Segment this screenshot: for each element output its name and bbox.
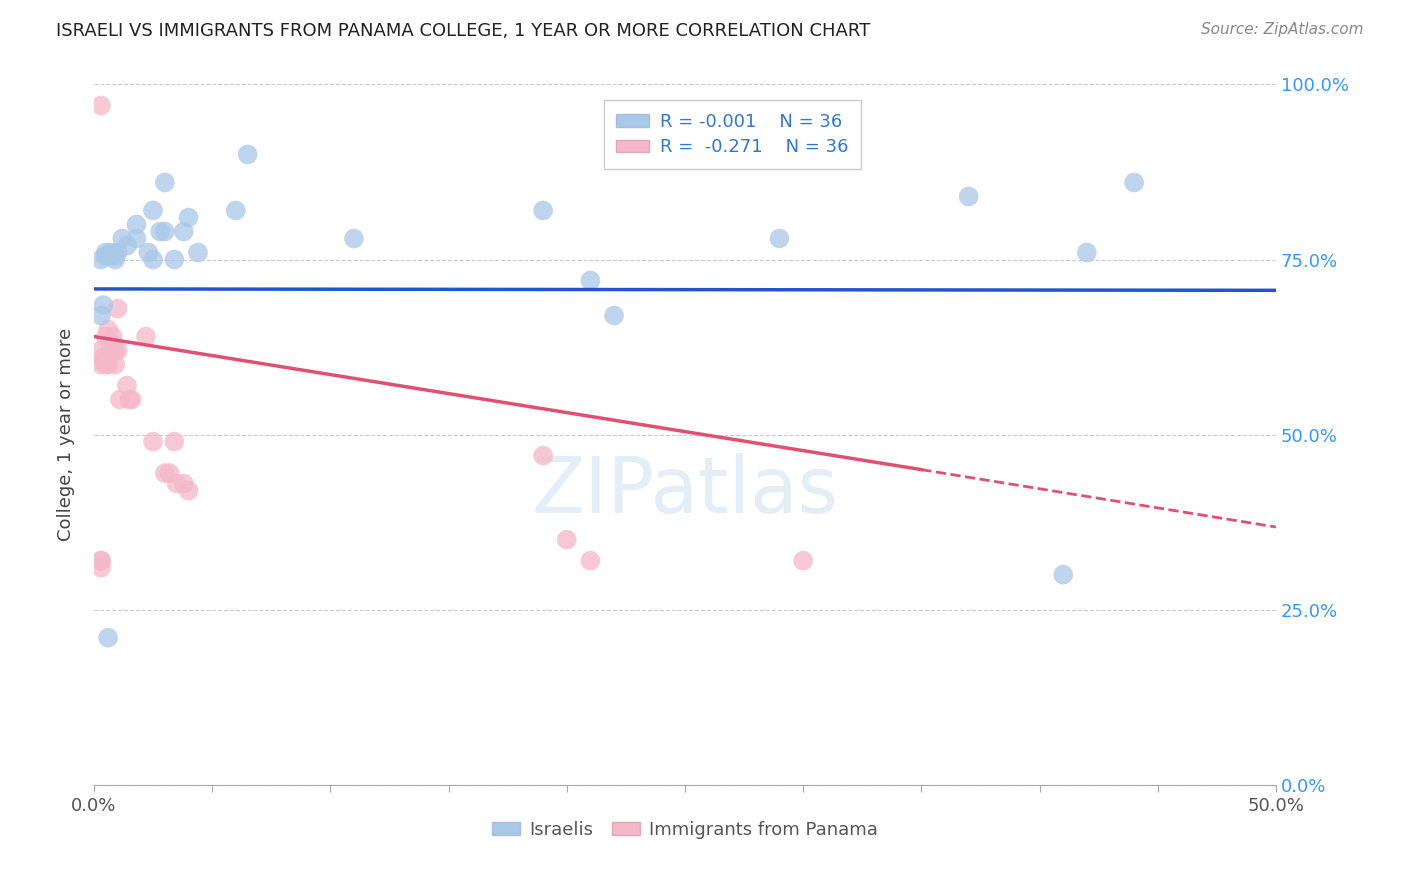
Point — [94, 249, 117, 263]
Point — [104, 343, 127, 358]
Point — [118, 392, 141, 407]
Point — [90, 252, 112, 267]
Point — [1123, 176, 1146, 190]
Point — [94, 358, 117, 372]
Point — [94, 245, 117, 260]
Point — [957, 189, 980, 203]
Point — [100, 245, 122, 260]
Point — [177, 483, 200, 498]
Point — [173, 476, 195, 491]
Point — [225, 203, 247, 218]
Point — [108, 392, 131, 407]
Point — [173, 225, 195, 239]
Legend: R = -0.001    N = 36, R =  -0.271    N = 36: R = -0.001 N = 36, R = -0.271 N = 36 — [603, 101, 860, 169]
Point — [90, 343, 112, 358]
Point — [163, 434, 186, 449]
Point — [159, 466, 181, 480]
Point — [90, 98, 112, 112]
Text: ISRAELI VS IMMIGRANTS FROM PANAMA COLLEGE, 1 YEAR OR MORE CORRELATION CHART: ISRAELI VS IMMIGRANTS FROM PANAMA COLLEG… — [56, 22, 870, 40]
Point — [94, 329, 117, 343]
Point — [90, 560, 112, 574]
Point — [97, 358, 120, 372]
Point — [100, 249, 122, 263]
Point — [579, 273, 602, 287]
Point — [104, 358, 127, 372]
Point — [187, 245, 209, 260]
Point — [125, 231, 148, 245]
Y-axis label: College, 1 year or more: College, 1 year or more — [58, 328, 75, 541]
Point — [115, 238, 138, 252]
Point — [142, 252, 165, 267]
Point — [166, 476, 188, 491]
Point — [149, 225, 172, 239]
Point — [104, 252, 127, 267]
Text: ZIPatlas: ZIPatlas — [531, 452, 838, 529]
Point — [93, 351, 115, 365]
Point — [107, 343, 129, 358]
Point — [100, 343, 122, 358]
Point — [177, 211, 200, 225]
Point — [153, 466, 176, 480]
Point — [163, 252, 186, 267]
Point — [115, 378, 138, 392]
Point — [135, 329, 157, 343]
Point — [555, 533, 578, 547]
Point — [111, 231, 134, 245]
Point — [153, 176, 176, 190]
Text: Source: ZipAtlas.com: Source: ZipAtlas.com — [1201, 22, 1364, 37]
Point — [603, 309, 626, 323]
Point — [107, 245, 129, 260]
Point — [153, 225, 176, 239]
Point — [343, 231, 366, 245]
Point — [142, 203, 165, 218]
Point — [93, 298, 115, 312]
Point — [531, 203, 554, 218]
Point — [97, 631, 120, 645]
Point — [125, 218, 148, 232]
Point — [792, 554, 814, 568]
Point — [107, 301, 129, 316]
Point — [104, 249, 127, 263]
Point — [90, 309, 112, 323]
Point — [579, 554, 602, 568]
Point — [101, 329, 124, 343]
Point — [142, 434, 165, 449]
Point — [97, 322, 120, 336]
Point — [101, 336, 124, 351]
Point — [100, 336, 122, 351]
Point — [90, 358, 112, 372]
Point — [1076, 245, 1098, 260]
Point — [93, 354, 115, 368]
Point — [121, 392, 143, 407]
Point — [136, 245, 159, 260]
Point — [1052, 567, 1074, 582]
Point — [236, 147, 259, 161]
Point — [531, 449, 554, 463]
Point — [768, 231, 790, 245]
Point — [90, 554, 112, 568]
Point — [90, 554, 112, 568]
